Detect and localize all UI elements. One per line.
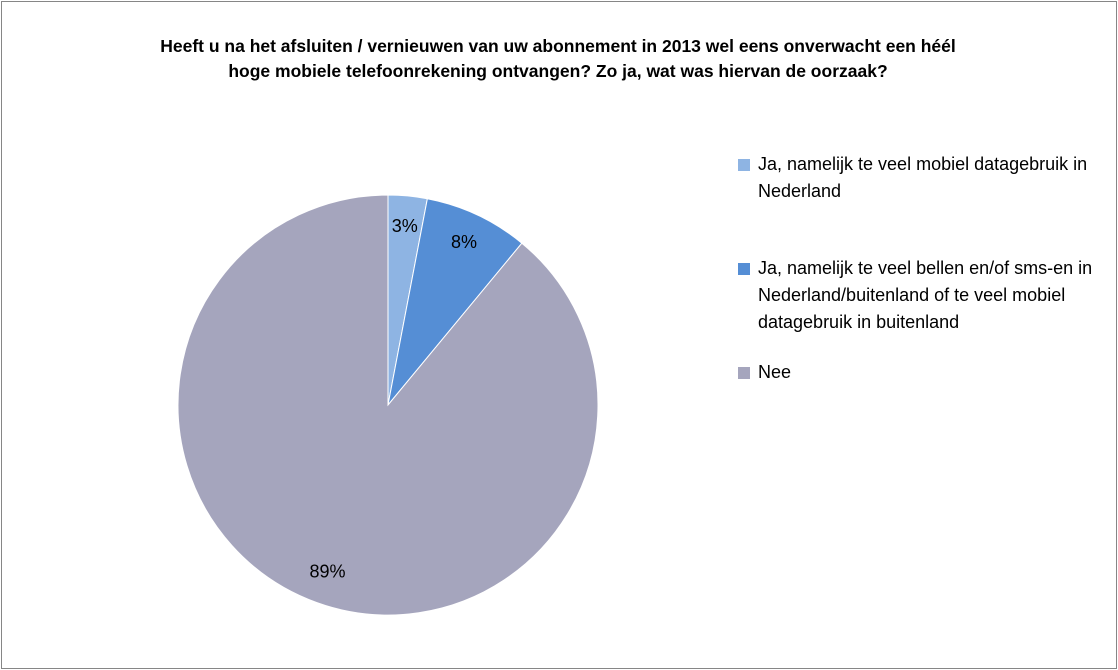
chart-title: Heeft u na het afsluiten / vernieuwen va… bbox=[160, 36, 956, 81]
data-label: 3% bbox=[392, 216, 418, 236]
legend-item: Ja, namelijk te veel mobiel datagebruik … bbox=[738, 151, 1108, 205]
legend-label: Ja, namelijk te veel bellen en/of sms-en… bbox=[758, 258, 1093, 332]
legend-item: Ja, namelijk te veel bellen en/of sms-en… bbox=[738, 255, 1108, 336]
pie-slice bbox=[177, 194, 599, 616]
data-label: 8% bbox=[451, 232, 477, 252]
legend-swatch bbox=[738, 367, 750, 379]
legend-item: Nee bbox=[738, 359, 1108, 386]
data-label: 89% bbox=[310, 562, 346, 582]
legend: Ja, namelijk te veel mobiel datagebruik … bbox=[738, 151, 1108, 386]
pie-slice bbox=[387, 198, 523, 406]
legend-label: Ja, namelijk te veel mobiel datagebruik … bbox=[758, 154, 1088, 201]
legend-swatch bbox=[738, 159, 750, 171]
legend-label: Nee bbox=[758, 362, 792, 382]
legend-swatch bbox=[738, 263, 750, 275]
